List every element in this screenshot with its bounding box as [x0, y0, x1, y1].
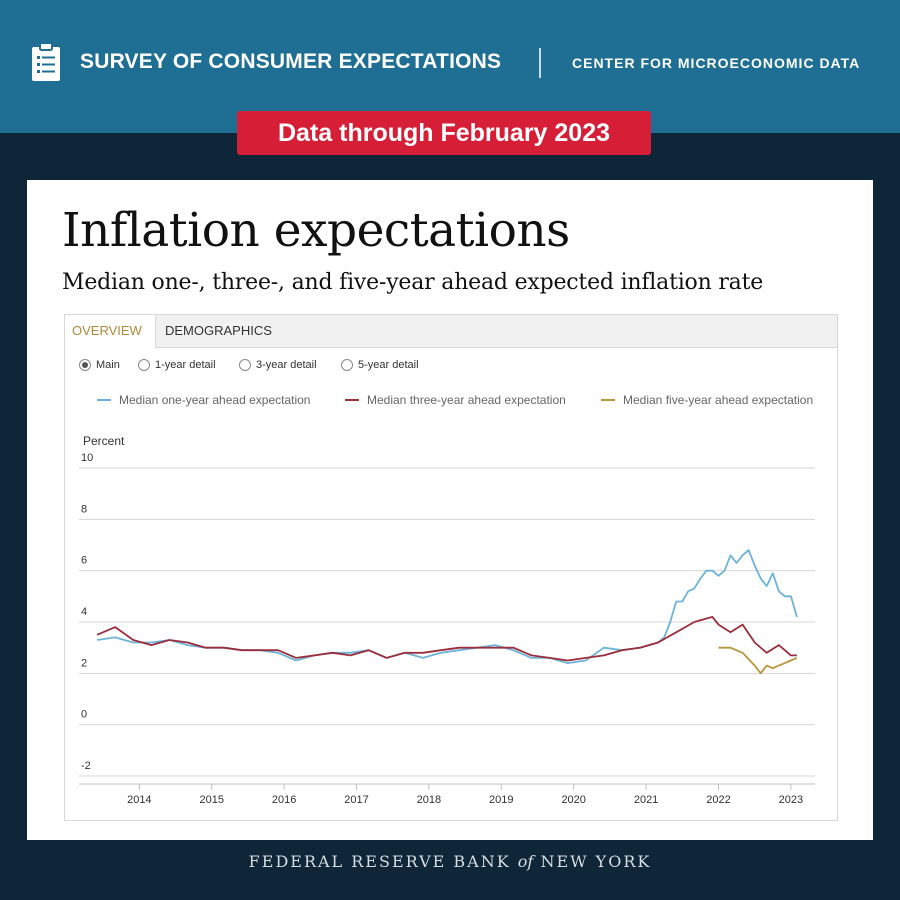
tab-demographics[interactable]: DEMOGRAPHICS [165, 323, 272, 338]
survey-title: SURVEY OF CONSUMER EXPECTATIONS [80, 50, 502, 73]
tab-bar: OVERVIEW DEMOGRAPHICS [65, 315, 837, 348]
legend-label[interactable]: Median three-year ahead expectation [367, 393, 566, 407]
radio-1-year-detail[interactable]: 1-year detail [138, 359, 216, 371]
center-name: CENTER FOR MICROECONOMIC DATA [572, 55, 861, 71]
x-axis: 2014 2015 2016 2017 2018 2019 2020 2021 2022 2023 [79, 783, 815, 806]
radio-main-label: Main [96, 359, 120, 371]
line-chart: Median one-year ahead expectation Median … [79, 393, 815, 806]
chart-subtitle: Median one-, three-, and five-year ahead… [62, 270, 764, 295]
series-line-3 [718, 646, 798, 675]
y-tick-label: 6 [81, 555, 87, 567]
y-tick-label: 4 [81, 606, 87, 618]
x-tick-label: 2020 [561, 794, 585, 806]
legend-label[interactable]: Median one-year ahead expectation [119, 393, 310, 407]
x-tick-label: 2018 [417, 794, 441, 806]
x-tick-label: 2015 [199, 794, 223, 806]
radio-3-year-detail[interactable]: 3-year detail [239, 359, 317, 371]
y-tick-label: 2 [81, 657, 87, 669]
radio-5-year-detail[interactable]: 5-year detail [341, 359, 419, 371]
radio-checked-icon [79, 359, 91, 371]
legend-label[interactable]: Median five-year ahead expectation [623, 393, 813, 407]
chart-card: Inflation expectations Median one-, thre… [27, 180, 873, 840]
chart-widget: OVERVIEW DEMOGRAPHICS Main 1-year detail… [64, 314, 838, 821]
grid-lines [79, 467, 815, 777]
radio-main[interactable]: Main [79, 359, 120, 371]
x-tick-label: 2017 [344, 794, 368, 806]
x-tick-label: 2016 [272, 794, 296, 806]
data-through-badge: Data through February 2023 [237, 111, 651, 155]
y-axis-ticks: 10 8 6 4 2 0 -2 [81, 452, 93, 772]
y-axis-unit-label: Percent [83, 434, 125, 448]
x-tick-label: 2019 [489, 794, 513, 806]
y-tick-label: 10 [81, 452, 93, 464]
y-tick-label: 8 [81, 503, 87, 515]
tab-overview[interactable]: OVERVIEW [65, 315, 156, 348]
radio-unchecked-icon [138, 359, 150, 371]
radio-unchecked-icon [239, 359, 251, 371]
footer-prefix: FEDERAL RESERVE BANK [248, 852, 511, 871]
x-tick-label: 2021 [634, 794, 658, 806]
footer-suffix: NEW YORK [540, 852, 652, 871]
x-tick-label: 2023 [779, 794, 803, 806]
series-lines [96, 549, 798, 675]
radio-3-year-label: 3-year detail [256, 359, 317, 371]
footer-of: of [517, 852, 534, 871]
series-line-2 [96, 616, 797, 662]
y-tick-label: 0 [81, 709, 87, 721]
y-tick-label: -2 [81, 760, 91, 772]
header-divider [539, 48, 541, 78]
chart-legend: Median one-year ahead expectation Median … [97, 393, 813, 407]
chart-title: Inflation expectations [62, 203, 570, 258]
radio-1-year-label: 1-year detail [155, 359, 216, 371]
radio-5-year-label: 5-year detail [358, 359, 419, 371]
header-banner: SURVEY OF CONSUMER EXPECTATIONS CENTER F… [0, 0, 900, 133]
clipboard-icon [32, 42, 60, 81]
x-tick-label: 2022 [706, 794, 730, 806]
radio-unchecked-icon [341, 359, 353, 371]
footer-credit: FEDERAL RESERVE BANK of NEW YORK [0, 852, 900, 871]
x-tick-label: 2014 [127, 794, 151, 806]
